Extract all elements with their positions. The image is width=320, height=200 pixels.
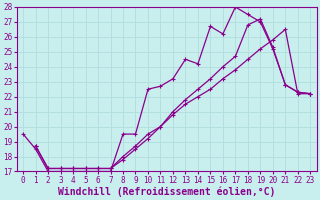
X-axis label: Windchill (Refroidissement éolien,°C): Windchill (Refroidissement éolien,°C) bbox=[58, 186, 276, 197]
